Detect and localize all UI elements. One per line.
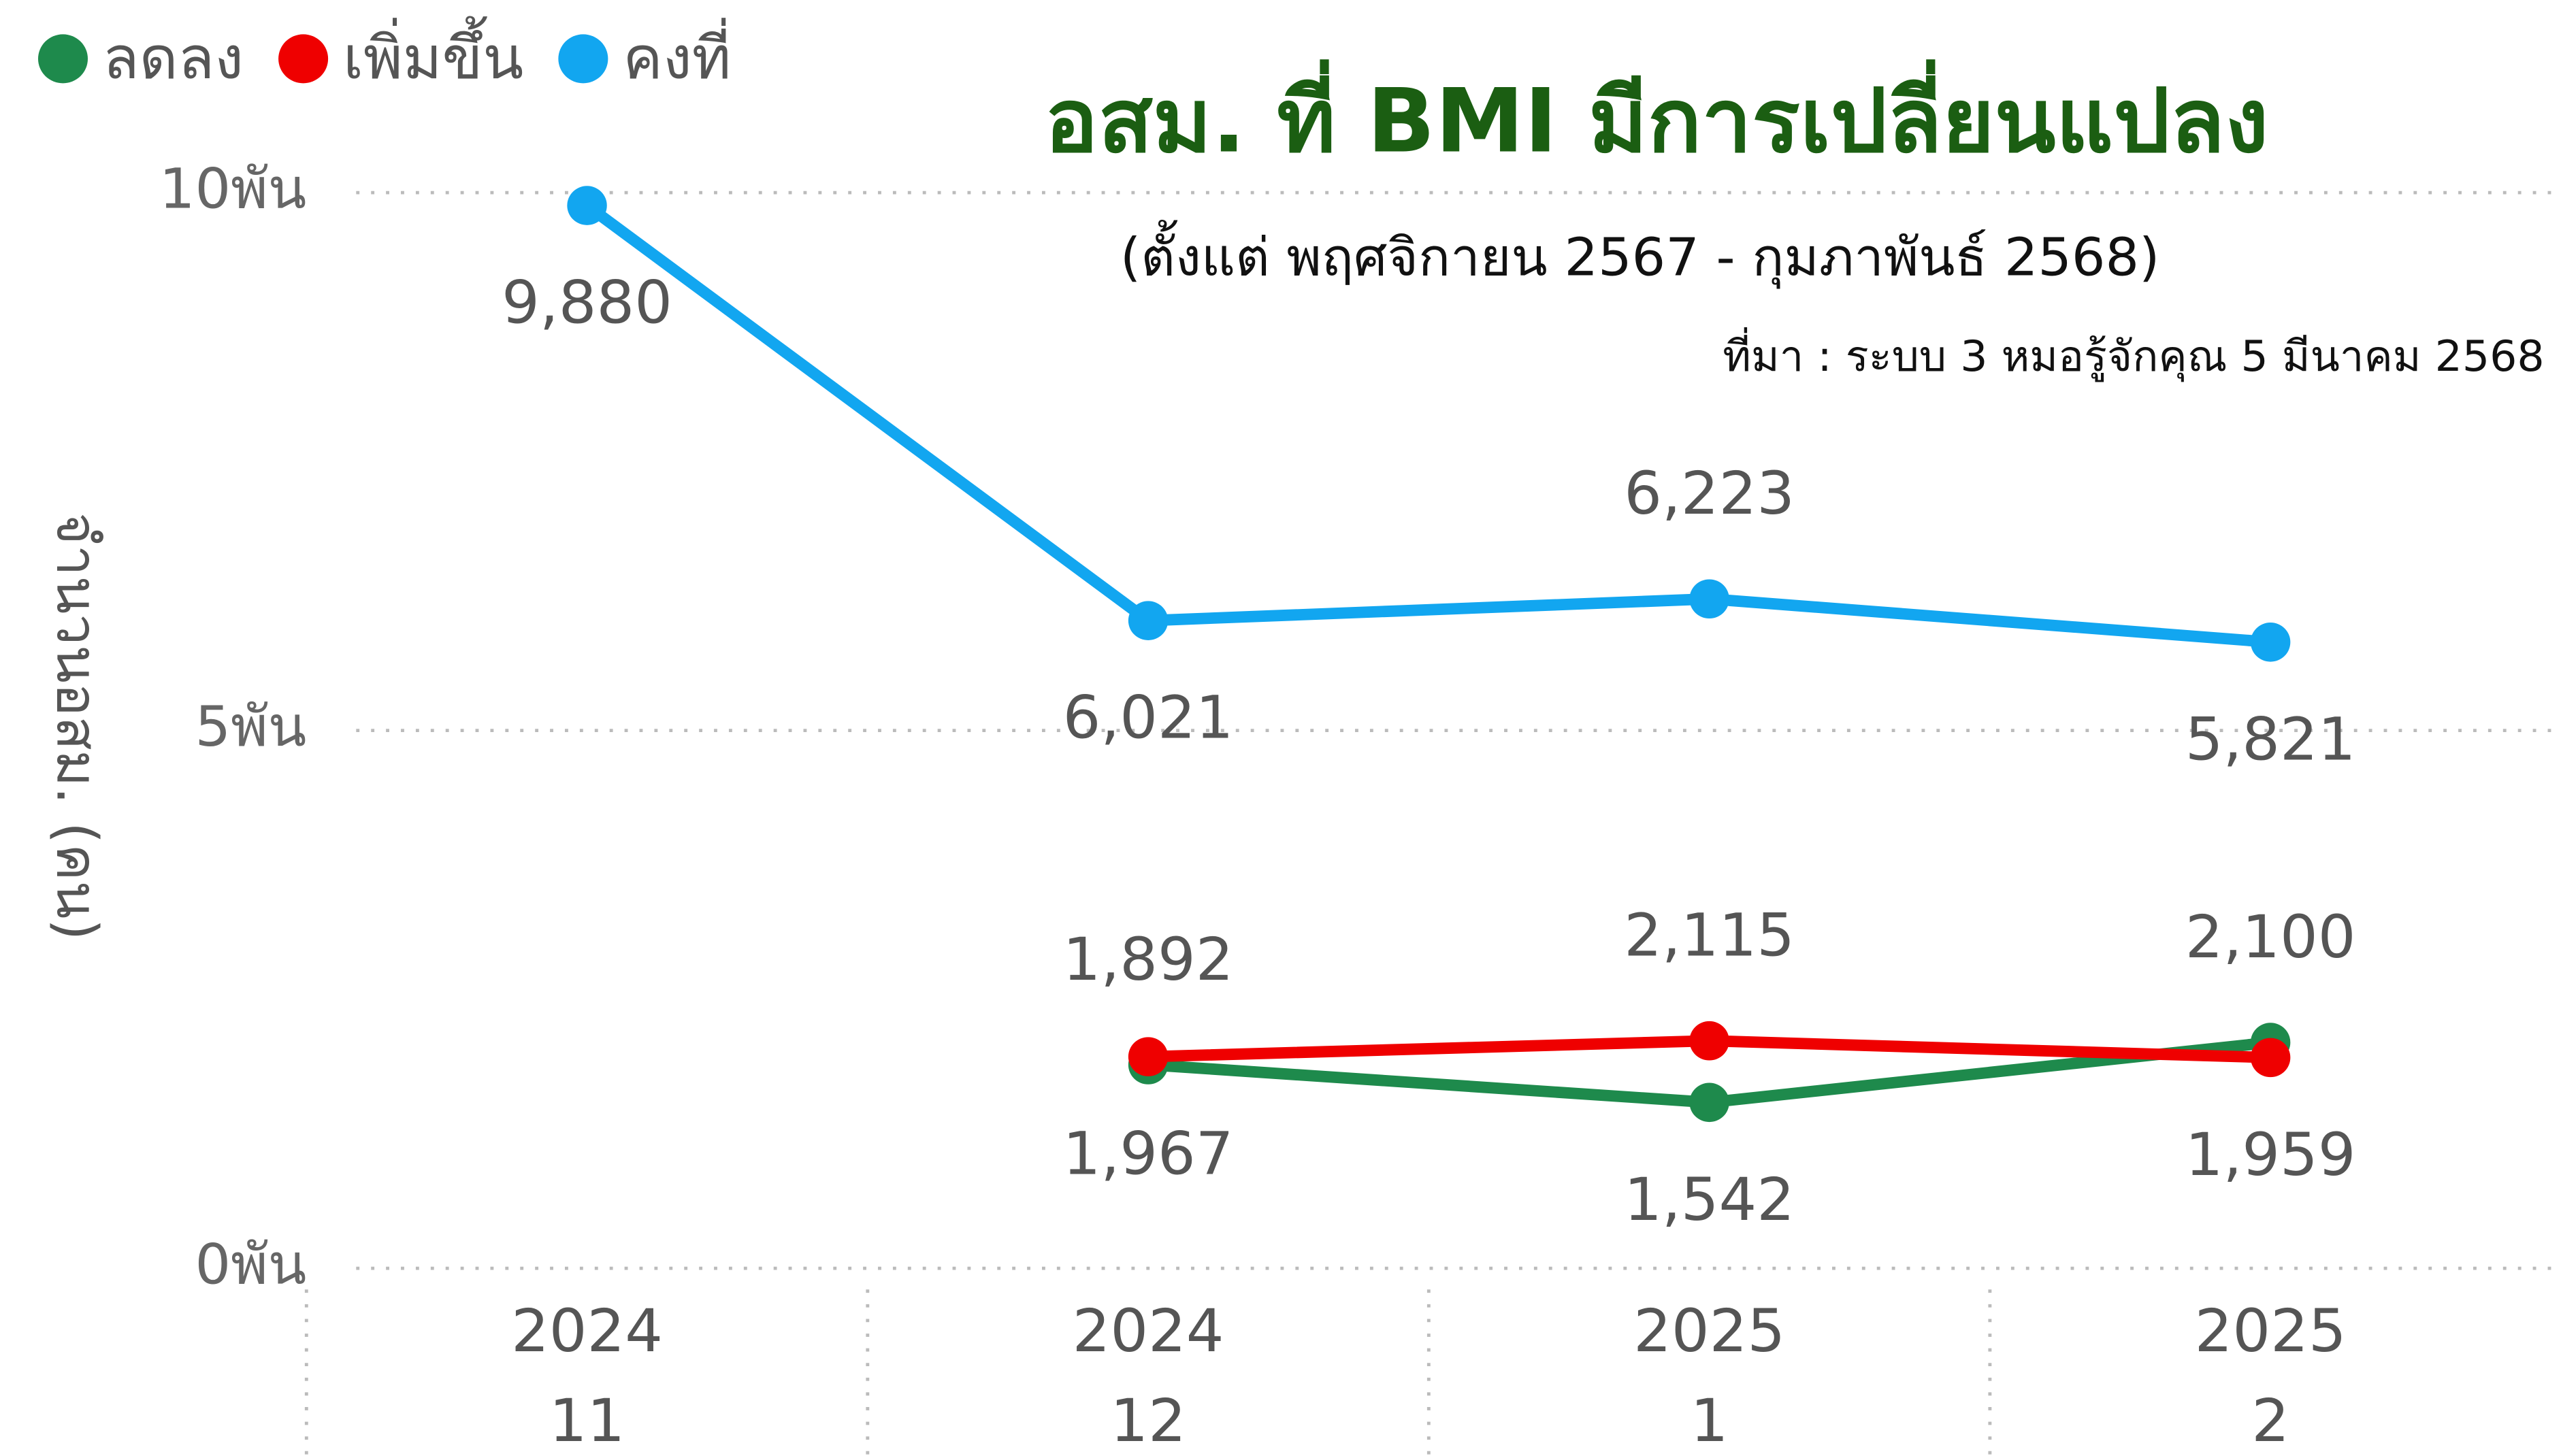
legend-label: เพิ่มขึ้น — [343, 16, 523, 93]
x-tick-label: 2025 — [2195, 1297, 2347, 1366]
y-tick-label: 0พัน — [195, 1233, 307, 1297]
x-tick-label: 2025 — [1633, 1297, 1785, 1366]
legend-marker — [558, 34, 608, 84]
data-point — [1689, 579, 1729, 619]
legend-label: ลดลง — [103, 24, 244, 93]
chart-title: อสม. ที่ BMI มีการเปลี่ยนแปลง — [1045, 59, 2269, 173]
data-label: 5,821 — [2185, 705, 2356, 774]
data-label: 6,021 — [1063, 683, 1234, 752]
source-note: ที่มา : ระบบ 3 หมอรู้จักคุณ 5 มีนาคม 256… — [1723, 327, 2544, 382]
data-label: 1,967 — [1063, 1119, 1234, 1188]
x-tick-label: 11 — [549, 1387, 625, 1455]
data-point — [2250, 1038, 2291, 1078]
data-point — [1689, 1082, 1729, 1123]
x-tick-label: 1 — [1691, 1387, 1729, 1455]
y-tick-label: 5พัน — [195, 695, 307, 759]
data-label: 2,100 — [2185, 903, 2356, 972]
data-point — [567, 186, 607, 225]
series-line — [583, 201, 2271, 648]
data-point — [1689, 1021, 1729, 1061]
legend-marker — [37, 34, 88, 84]
data-label: 1,542 — [1624, 1165, 1795, 1234]
data-label: 9,880 — [502, 268, 672, 337]
data-label: 6,223 — [1624, 459, 1795, 528]
data-point — [1128, 1037, 1169, 1076]
legend-label: คงที่ — [623, 18, 731, 93]
y-tick-label: 10พัน — [159, 157, 306, 221]
data-point — [2250, 623, 2291, 662]
x-tick-label: 12 — [1110, 1387, 1186, 1455]
data-point — [1128, 601, 1169, 640]
data-label: 2,115 — [1624, 901, 1795, 970]
x-tick-label: 2 — [2251, 1387, 2289, 1455]
data-label: 1,959 — [2185, 1120, 2356, 1189]
y-axis-label: จำนวนอสม. (คน) — [44, 512, 109, 940]
legend-marker — [278, 34, 329, 84]
x-tick-label: 2024 — [511, 1297, 663, 1366]
chart-subtitle: (ตั้งแต่ พฤศจิกายน 2567 - กุมภาพันธ์ 256… — [1120, 220, 2160, 289]
data-label: 1,892 — [1063, 925, 1234, 994]
x-tick-label: 2024 — [1073, 1297, 1224, 1366]
